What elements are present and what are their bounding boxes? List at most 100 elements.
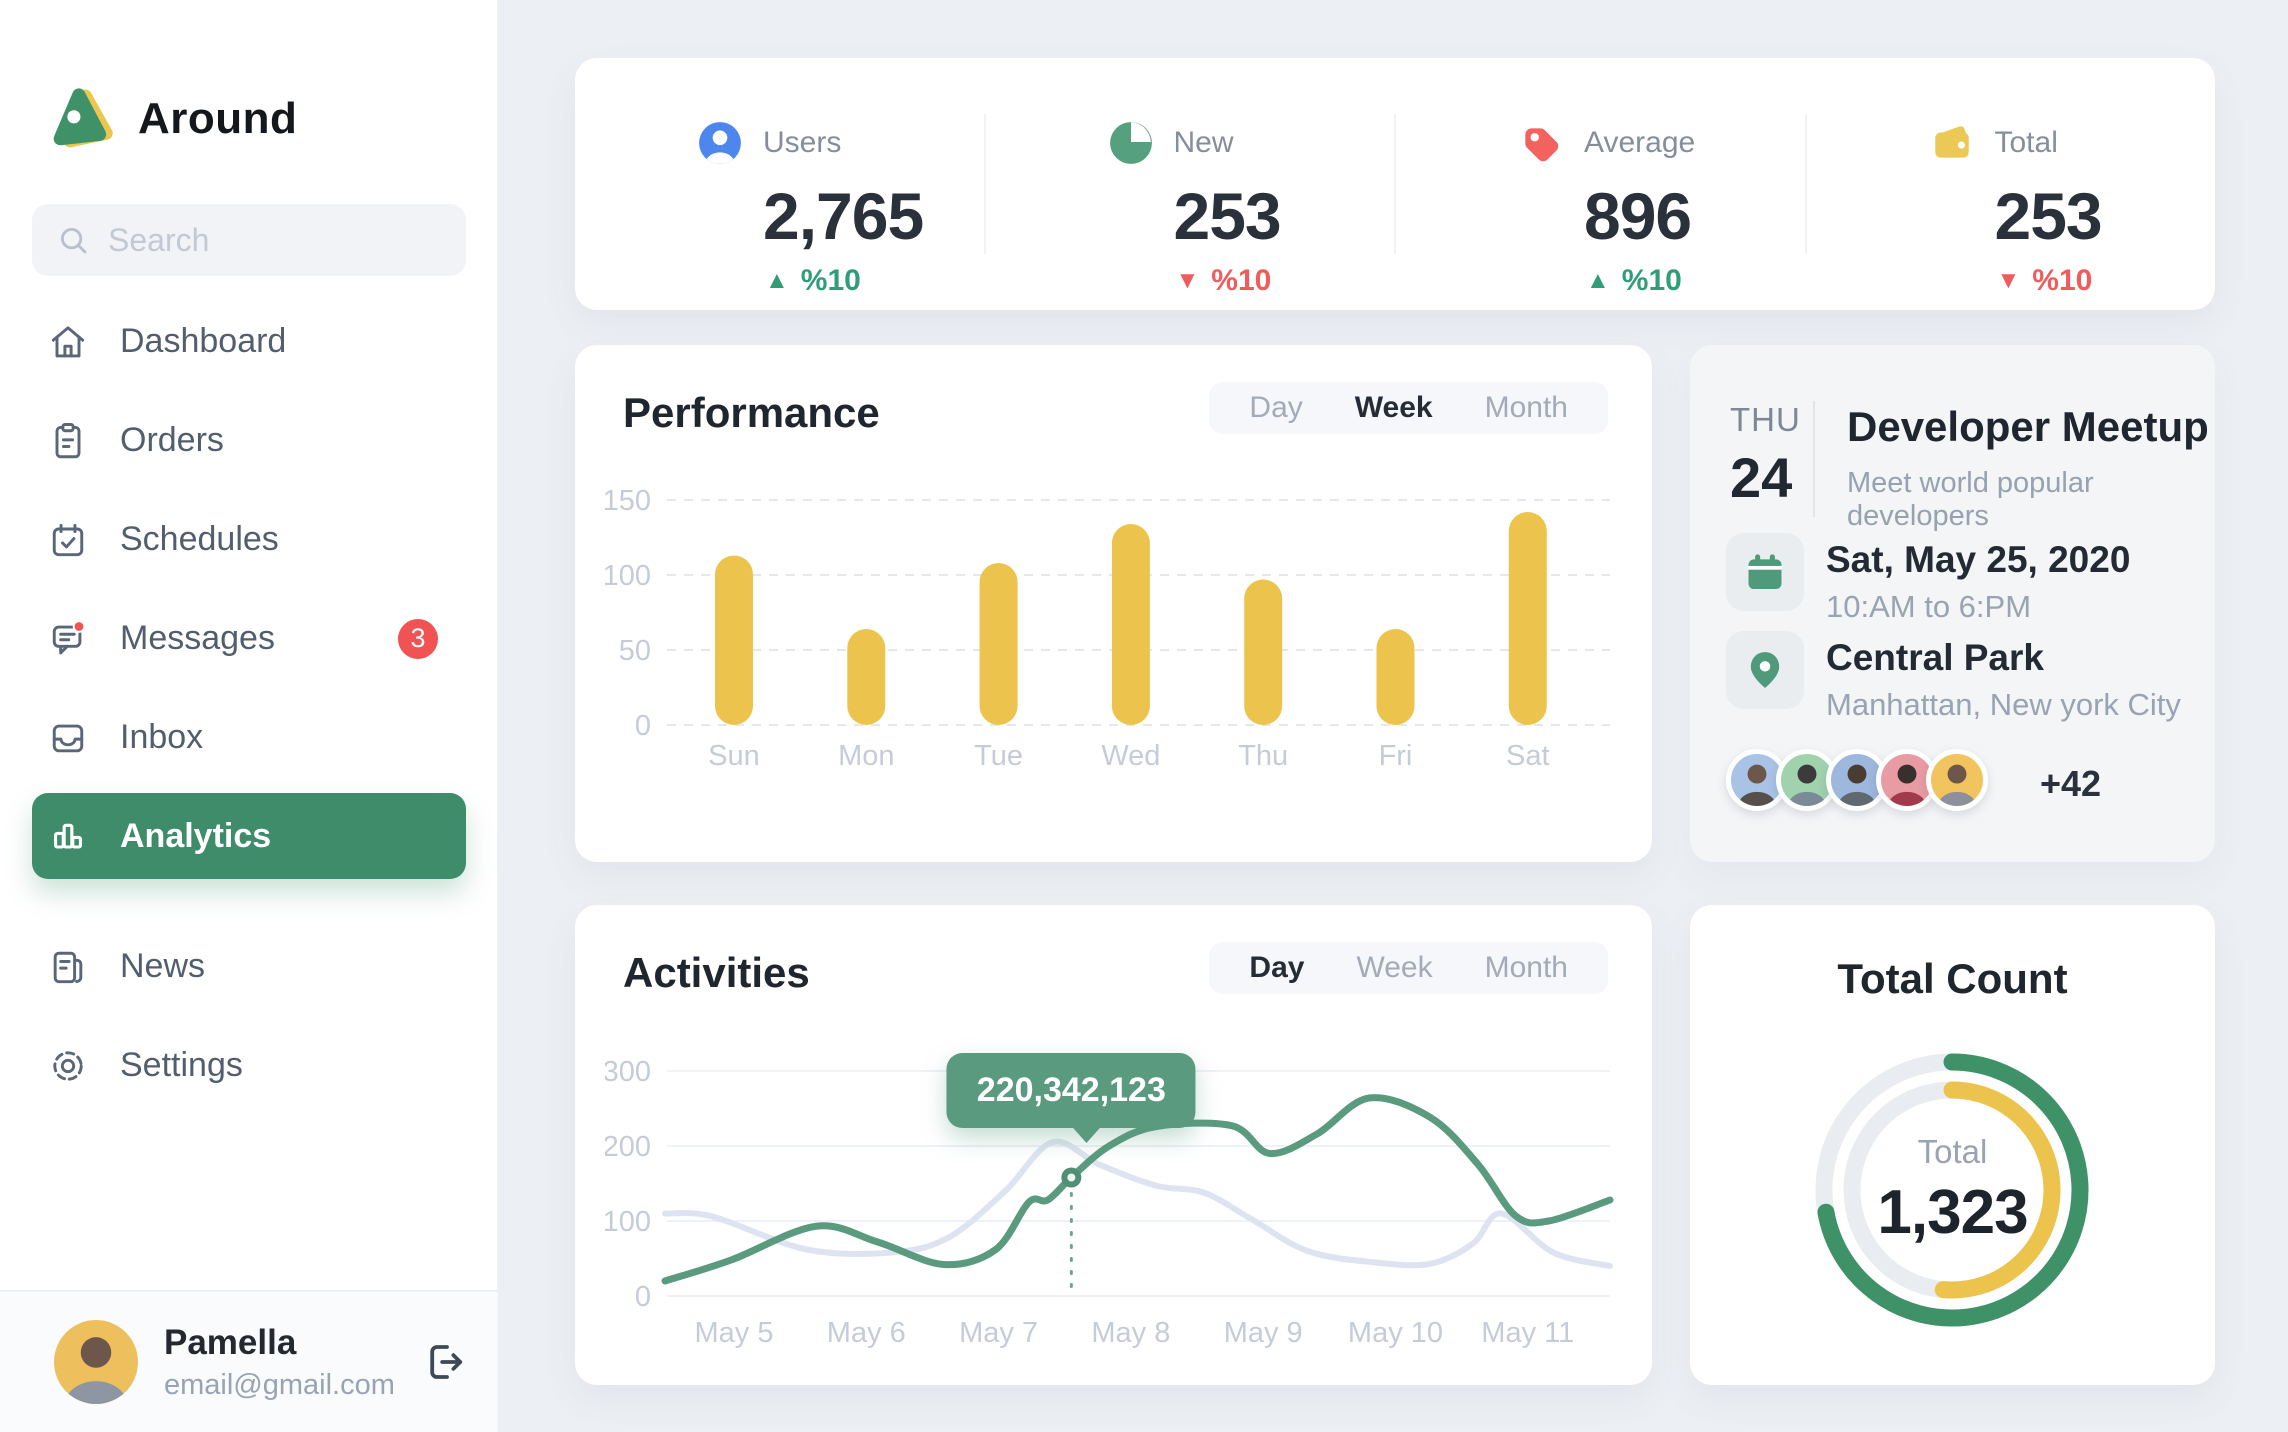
app-logo: Around bbox=[0, 0, 497, 154]
wallet-icon bbox=[1934, 126, 1969, 158]
logout-button[interactable] bbox=[421, 1338, 469, 1386]
inbox-tray-icon bbox=[52, 724, 84, 752]
newspaper-icon bbox=[53, 951, 83, 983]
event-date: Sat, May 25, 2020 bbox=[1826, 539, 2131, 580]
svg-text:Thu: Thu bbox=[1238, 740, 1288, 772]
divider bbox=[1804, 114, 1807, 254]
performance-range-tabs: Day Week Month bbox=[1209, 382, 1608, 434]
event-card: THU 24 Developer Meetup Meet world popul… bbox=[1690, 345, 2215, 862]
stat-total: Total 253 ▼ %10 bbox=[1807, 58, 2216, 310]
stat-value: 253 bbox=[1994, 179, 2103, 253]
svg-text:May 11: May 11 bbox=[1481, 1317, 1574, 1349]
svg-text:May 8: May 8 bbox=[1091, 1317, 1170, 1349]
tab-week[interactable]: Week bbox=[1354, 391, 1433, 424]
donut-center: Total 1,323 bbox=[1690, 1133, 2215, 1248]
tab-day[interactable]: Day bbox=[1249, 951, 1305, 984]
total-count-donut-chart bbox=[1815, 1053, 2089, 1327]
user-name: Pamella bbox=[164, 1322, 297, 1362]
clipboard-icon bbox=[55, 422, 81, 458]
stat-label: Users bbox=[763, 126, 842, 159]
sidebar-item-label: Schedules bbox=[120, 520, 279, 558]
sidebar-item-news[interactable]: News bbox=[32, 917, 466, 1016]
sidebar-item-label: Messages bbox=[120, 619, 275, 657]
svg-text:300: 300 bbox=[605, 1056, 651, 1088]
tab-week[interactable]: Week bbox=[1356, 951, 1433, 984]
tab-day[interactable]: Day bbox=[1249, 391, 1303, 424]
tab-month[interactable]: Month bbox=[1484, 391, 1568, 424]
sidebar-nav: Dashboard Orders Schedules Messages bbox=[32, 292, 466, 1115]
more-attendees-count: +42 bbox=[2040, 763, 2102, 804]
location-pin-icon bbox=[1750, 652, 1780, 688]
messages-count-badge: 3 bbox=[398, 618, 438, 659]
sidebar-item-label: Settings bbox=[120, 1046, 243, 1084]
sidebar-item-label: Orders bbox=[120, 421, 224, 459]
svg-text:0: 0 bbox=[635, 1281, 651, 1313]
trend-up-icon: ▲ bbox=[1586, 267, 1610, 294]
search-input[interactable] bbox=[108, 221, 442, 259]
event-title: Developer Meetup bbox=[1847, 403, 2209, 450]
activities-line-chart: 300 200 100 0 May 5 May 6 May 7 May 8 May 9 May 1… bbox=[605, 1056, 1614, 1349]
svg-text:Sun: Sun bbox=[708, 740, 760, 772]
stat-delta: ▼ %10 bbox=[1175, 264, 1272, 297]
sidebar-item-analytics[interactable]: Analytics bbox=[32, 793, 466, 879]
event-subtitle: Meet world popular developers bbox=[1847, 467, 2094, 532]
sidebar-item-inbox[interactable]: Inbox bbox=[32, 688, 466, 787]
stat-average: Average 896 ▲ %10 bbox=[1396, 58, 1805, 310]
stat-label: Average bbox=[1584, 126, 1696, 159]
svg-text:Wed: Wed bbox=[1101, 740, 1160, 772]
total-count-title: Total Count bbox=[1837, 955, 2068, 1002]
svg-text:Sat: Sat bbox=[1506, 740, 1550, 772]
divider bbox=[1394, 114, 1396, 254]
svg-text:100: 100 bbox=[605, 1206, 651, 1238]
calendar-icon bbox=[1748, 554, 1782, 590]
performance-card: Performance Day Week Month 150 100 50 0 Sun M… bbox=[575, 345, 1652, 862]
svg-text:May 6: May 6 bbox=[827, 1317, 906, 1349]
attendee-avatars bbox=[1726, 749, 1988, 811]
stat-value: 896 bbox=[1584, 179, 1692, 253]
svg-text:Mon: Mon bbox=[838, 740, 894, 772]
sidebar: Around Dashboard Orders bbox=[0, 0, 498, 1432]
svg-text:100: 100 bbox=[605, 560, 651, 592]
around-logo-icon bbox=[53, 88, 113, 148]
event-weekday: THU bbox=[1730, 401, 1801, 438]
sidebar-item-label: Inbox bbox=[120, 718, 204, 756]
main-content: Users 2,765 ▲ %10 New 253 ▼ %10 bbox=[575, 0, 2215, 1432]
attendee-avatar bbox=[1926, 749, 1988, 811]
stat-value: 253 bbox=[1173, 179, 1282, 253]
event-day-number: 24 bbox=[1730, 446, 1793, 509]
stat-value: 2,765 bbox=[763, 179, 924, 253]
sidebar-item-schedules[interactable]: Schedules bbox=[32, 490, 466, 589]
sidebar-item-settings[interactable]: Settings bbox=[32, 1016, 466, 1115]
performance-bar-chart: 150 100 50 0 Sun Mon Tue Wed Thu Fri Sat bbox=[605, 485, 1610, 772]
sidebar-item-label: Dashboard bbox=[120, 322, 287, 360]
user-email: email@gmail.com bbox=[164, 1368, 395, 1401]
stat-label: Total bbox=[1994, 126, 2058, 159]
activities-card: Activities Day Week Month 300 200 100 0 May … bbox=[575, 905, 1652, 1385]
stat-delta: ▲ %10 bbox=[1586, 264, 1682, 297]
stat-users: Users 2,765 ▲ %10 bbox=[575, 58, 984, 310]
svg-text:200: 200 bbox=[605, 1131, 651, 1163]
svg-text:Tue: Tue bbox=[974, 740, 1023, 772]
stat-label: New bbox=[1173, 126, 1234, 159]
sidebar-item-messages[interactable]: Messages 3 bbox=[32, 589, 466, 688]
svg-text:May 10: May 10 bbox=[1348, 1317, 1443, 1349]
user-avatar bbox=[54, 1320, 138, 1404]
logout-icon bbox=[430, 1345, 462, 1379]
app-name: Around bbox=[138, 94, 298, 143]
event-location-sub: Manhattan, New york City bbox=[1826, 687, 2181, 722]
tab-month[interactable]: Month bbox=[1484, 951, 1568, 984]
donut-center-label: Total bbox=[1917, 1133, 1988, 1170]
user-circle-icon bbox=[699, 122, 741, 164]
search-icon bbox=[60, 227, 87, 254]
sidebar-item-orders[interactable]: Orders bbox=[32, 391, 466, 490]
svg-text:May 7: May 7 bbox=[959, 1317, 1038, 1349]
sidebar-item-label: News bbox=[120, 947, 206, 985]
svg-text:May 9: May 9 bbox=[1224, 1317, 1303, 1349]
sidebar-item-label: Analytics bbox=[120, 816, 272, 855]
calendar-check-icon bbox=[52, 523, 84, 556]
sidebar-item-dashboard[interactable]: Dashboard bbox=[32, 292, 466, 391]
activities-title: Activities bbox=[623, 949, 810, 996]
pie-circle-icon bbox=[1109, 122, 1152, 164]
trend-up-icon: ▲ bbox=[765, 267, 789, 294]
event-location-iconbox bbox=[1726, 631, 1804, 709]
